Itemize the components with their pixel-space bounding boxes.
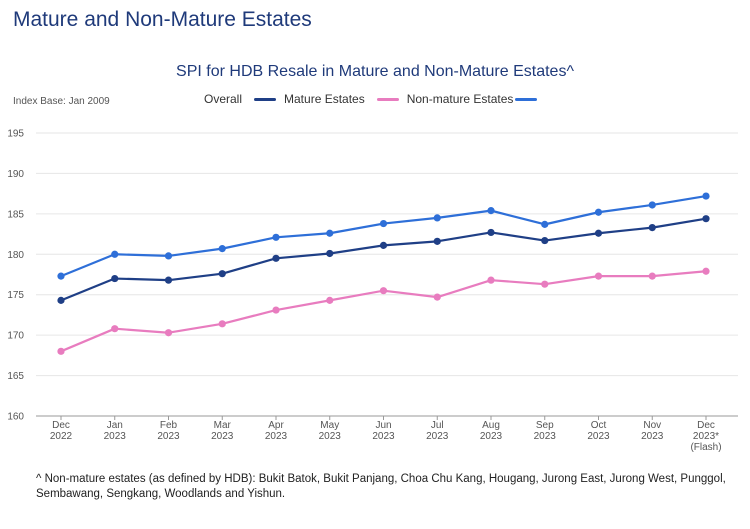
- data-point-non_mature: [111, 325, 119, 333]
- data-point-overall: [541, 220, 549, 228]
- data-point-overall: [648, 201, 656, 209]
- x-tick-label: Mar: [214, 420, 232, 431]
- data-point-non_mature: [218, 320, 226, 328]
- data-point-non_mature: [326, 296, 334, 304]
- data-point-non_mature: [272, 306, 280, 314]
- page-title: Mature and Non-Mature Estates: [13, 8, 312, 31]
- x-tick-label: 2023: [641, 431, 664, 442]
- x-tick-label: Oct: [591, 420, 607, 431]
- data-point-overall: [218, 245, 226, 253]
- data-point-mature: [594, 229, 603, 237]
- x-tick-label: Apr: [268, 420, 284, 431]
- data-point-overall: [57, 272, 65, 280]
- data-point-overall: [272, 233, 280, 241]
- x-tick-label: Nov: [643, 420, 661, 431]
- data-point-overall: [487, 207, 495, 215]
- x-tick-label: 2023: [157, 431, 180, 442]
- x-tick-label: Feb: [160, 420, 178, 431]
- x-tick-label: 2023: [265, 431, 288, 442]
- x-tick-label: 2023: [587, 431, 610, 442]
- y-tick-label: 190: [7, 169, 24, 180]
- data-point-mature: [487, 228, 495, 237]
- data-point-non_mature: [57, 347, 65, 355]
- data-point-non_mature: [487, 276, 495, 284]
- x-tick-label: Jul: [431, 420, 444, 431]
- x-tick-label: 2023: [211, 431, 234, 442]
- x-tick-label: 2022: [50, 431, 73, 442]
- data-point-non_mature: [648, 272, 656, 280]
- data-point-mature: [111, 274, 119, 283]
- legend-label-mature: Mature Estates: [284, 92, 365, 106]
- y-tick-label: 170: [7, 331, 24, 342]
- y-tick-label: 195: [7, 129, 24, 140]
- data-point-non_mature: [164, 329, 173, 337]
- legend-swatch-mature: [376, 97, 399, 101]
- index-base-note: Index Base: Jan 2009: [13, 96, 110, 107]
- data-point-overall: [164, 252, 173, 260]
- y-tick-label: 185: [7, 209, 24, 220]
- y-tick-label: 160: [7, 412, 24, 423]
- x-tick-label: Aug: [482, 420, 500, 431]
- legend: Overall Mature Estates Non-mature Estate…: [204, 92, 543, 106]
- data-point-mature: [433, 237, 441, 245]
- data-point-overall: [702, 192, 710, 200]
- legend-label-non-mature: Non-mature Estates: [406, 92, 514, 106]
- x-tick-label: Jan: [107, 420, 123, 431]
- x-tick-label: Sep: [536, 420, 554, 431]
- data-point-mature: [379, 241, 388, 249]
- series-line-overall: [60, 194, 707, 278]
- x-tick-label: 2023: [319, 431, 342, 442]
- legend-item-non-mature: Non-mature Estates: [371, 92, 538, 106]
- data-point-mature: [541, 236, 549, 245]
- y-tick-label: 165: [7, 371, 24, 382]
- data-point-non_mature: [594, 272, 603, 280]
- y-tick-label: 180: [7, 250, 24, 261]
- data-point-mature: [702, 215, 710, 223]
- x-tick-label: Jun: [375, 420, 391, 431]
- legend-item-overall: Overall: [204, 92, 242, 106]
- x-tick-label: 2023: [480, 431, 503, 442]
- x-tick-label: May: [320, 420, 339, 431]
- data-point-mature: [218, 270, 226, 278]
- x-tick-label: 2023: [372, 431, 395, 442]
- chart-title: SPI for HDB Resale in Mature and Non-Mat…: [176, 63, 574, 80]
- x-tick-label: 2023*: [693, 431, 719, 442]
- data-point-overall: [379, 219, 388, 228]
- x-tick-label: 2023: [534, 431, 557, 442]
- data-point-non_mature: [379, 287, 388, 295]
- data-point-overall: [433, 214, 441, 222]
- legend-swatch-non-mature: [515, 97, 538, 101]
- y-tick-label: 175: [7, 290, 24, 301]
- data-point-overall: [111, 250, 119, 258]
- legend-label-overall: Overall: [204, 92, 243, 106]
- line-chart: 160165170175180185190195Dec2022Jan2023Fe…: [7, 129, 738, 453]
- data-point-mature: [164, 276, 173, 284]
- data-point-non_mature: [541, 280, 549, 288]
- legend-item-mature: Mature Estates: [248, 92, 365, 106]
- x-tick-label: Dec: [52, 420, 70, 431]
- x-tick-label: Dec: [697, 420, 715, 431]
- series-line-non_mature: [60, 270, 707, 353]
- x-tick-label: 2023: [426, 431, 449, 442]
- data-point-mature: [648, 224, 656, 232]
- data-point-mature: [272, 254, 280, 262]
- data-point-mature: [326, 249, 334, 258]
- legend-swatch-overall: [254, 97, 277, 101]
- data-point-mature: [57, 296, 65, 304]
- data-point-overall: [594, 208, 603, 216]
- x-tick-label: 2023: [104, 431, 127, 442]
- x-tick-label: (Flash): [690, 442, 721, 453]
- data-point-overall: [326, 229, 334, 237]
- data-point-non_mature: [702, 267, 710, 275]
- data-point-non_mature: [433, 293, 441, 301]
- footnote: ^ Non-mature estates (as defined by HDB)…: [36, 473, 726, 500]
